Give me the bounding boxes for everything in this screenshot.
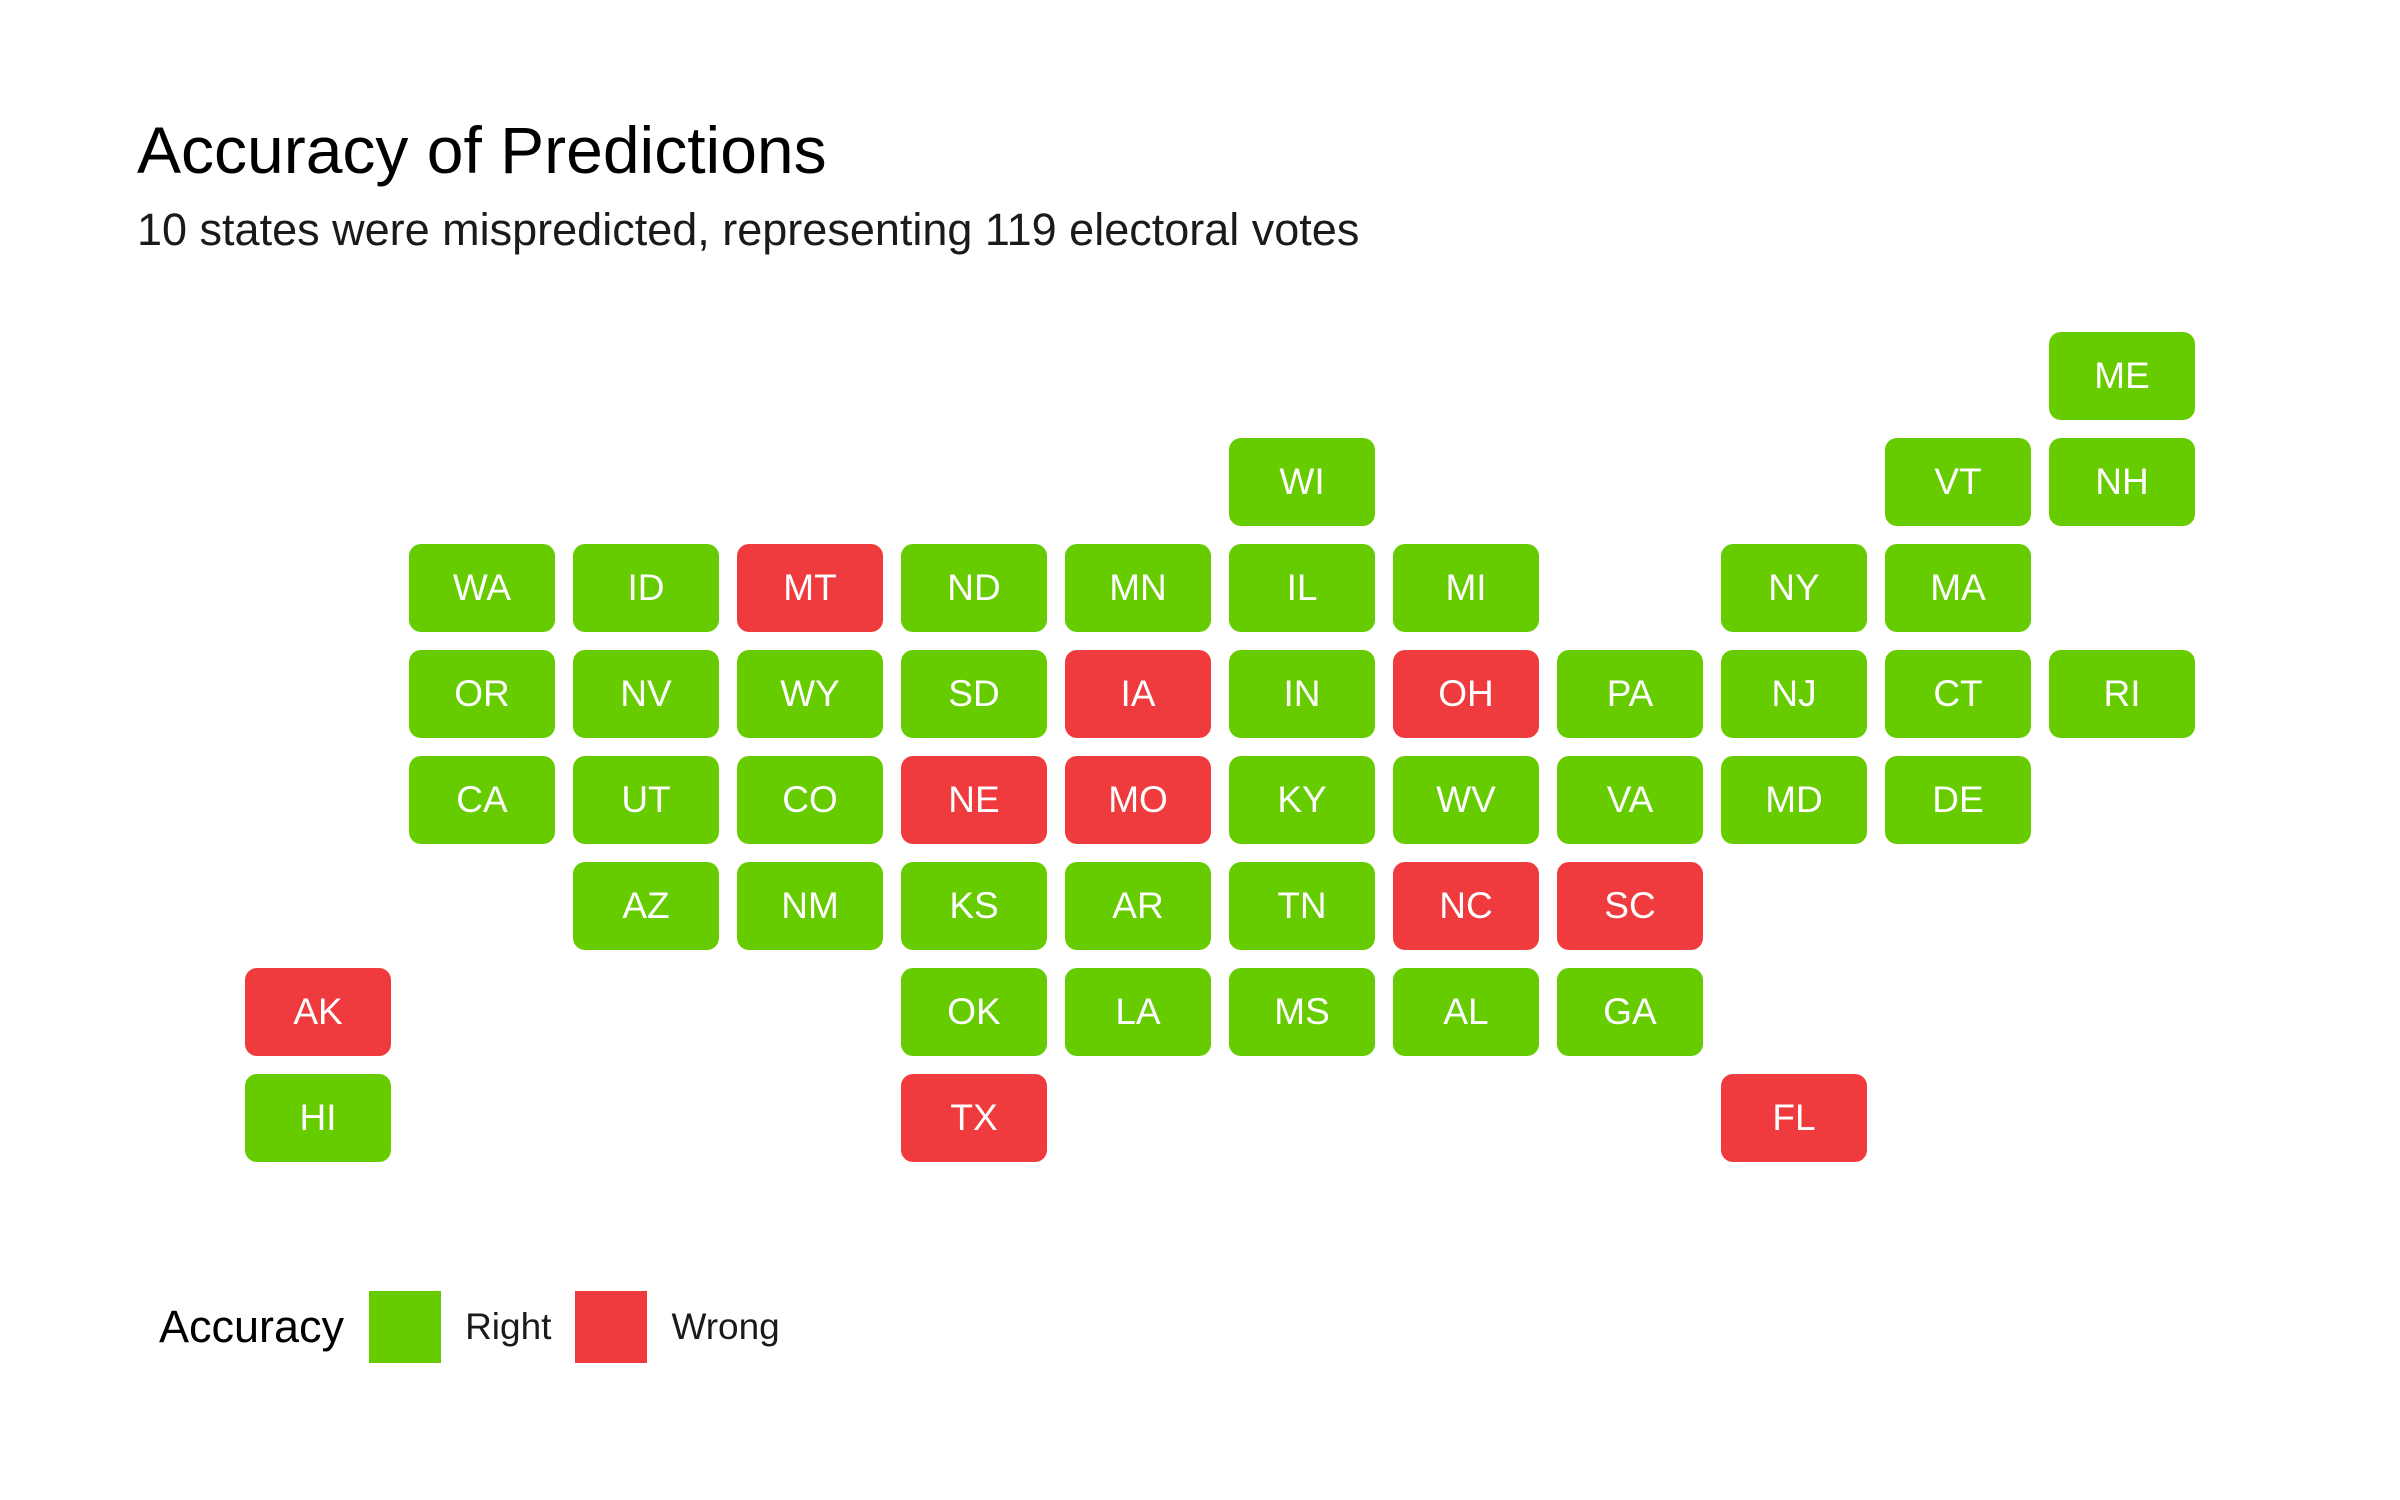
state-tile-nv: NV xyxy=(573,650,719,738)
state-tile-ne: NE xyxy=(901,756,1047,844)
state-tile-nc: NC xyxy=(1393,862,1539,950)
state-tile-oh: OH xyxy=(1393,650,1539,738)
state-tile-ks: KS xyxy=(901,862,1047,950)
state-tile-wv: WV xyxy=(1393,756,1539,844)
state-tile-tx: TX xyxy=(901,1074,1047,1162)
state-tile-hi: HI xyxy=(245,1074,391,1162)
state-tile-il: IL xyxy=(1229,544,1375,632)
state-tile-ia: IA xyxy=(1065,650,1211,738)
state-tile-in: IN xyxy=(1229,650,1375,738)
state-tile-ok: OK xyxy=(901,968,1047,1056)
state-tile-ca: CA xyxy=(409,756,555,844)
state-tile-ut: UT xyxy=(573,756,719,844)
state-tile-ky: KY xyxy=(1229,756,1375,844)
state-tile-id: ID xyxy=(573,544,719,632)
state-tile-al: AL xyxy=(1393,968,1539,1056)
state-tile-mn: MN xyxy=(1065,544,1211,632)
state-tile-sd: SD xyxy=(901,650,1047,738)
state-tile-nh: NH xyxy=(2049,438,2195,526)
legend-label-wrong: Wrong xyxy=(671,1306,780,1347)
state-tile-ms: MS xyxy=(1229,968,1375,1056)
state-tile-ma: MA xyxy=(1885,544,2031,632)
legend-swatch-right xyxy=(369,1291,442,1363)
state-tile-mo: MO xyxy=(1065,756,1211,844)
state-tile-md: MD xyxy=(1721,756,1867,844)
legend-label-right: Right xyxy=(465,1306,552,1347)
legend-title: Accuracy xyxy=(159,1301,345,1352)
state-tile-sc: SC xyxy=(1557,862,1703,950)
chart-title: Accuracy of Predictions xyxy=(137,113,827,187)
legend: Accuracy Right Wrong xyxy=(159,1291,804,1363)
state-tile-va: VA xyxy=(1557,756,1703,844)
state-tile-wi: WI xyxy=(1229,438,1375,526)
state-tile-mi: MI xyxy=(1393,544,1539,632)
state-tile-ri: RI xyxy=(2049,650,2195,738)
state-tile-ak: AK xyxy=(245,968,391,1056)
chart-subtitle: 10 states were mispredicted, representin… xyxy=(137,204,1360,255)
state-tile-nm: NM xyxy=(737,862,883,950)
state-tile-ar: AR xyxy=(1065,862,1211,950)
state-tile-de: DE xyxy=(1885,756,2031,844)
state-tile-ga: GA xyxy=(1557,968,1703,1056)
state-tile-wa: WA xyxy=(409,544,555,632)
state-tile-nj: NJ xyxy=(1721,650,1867,738)
state-tile-co: CO xyxy=(737,756,883,844)
state-tile-vt: VT xyxy=(1885,438,2031,526)
state-tile-az: AZ xyxy=(573,862,719,950)
state-tile-nd: ND xyxy=(901,544,1047,632)
state-tile-ny: NY xyxy=(1721,544,1867,632)
state-tile-tn: TN xyxy=(1229,862,1375,950)
state-tile-mt: MT xyxy=(737,544,883,632)
state-tile-wy: WY xyxy=(737,650,883,738)
state-tile-fl: FL xyxy=(1721,1074,1867,1162)
state-tile-or: OR xyxy=(409,650,555,738)
legend-swatch-wrong xyxy=(575,1291,648,1363)
state-tile-pa: PA xyxy=(1557,650,1703,738)
state-tile-la: LA xyxy=(1065,968,1211,1056)
state-tile-ct: CT xyxy=(1885,650,2031,738)
state-tile-me: ME xyxy=(2049,332,2195,420)
